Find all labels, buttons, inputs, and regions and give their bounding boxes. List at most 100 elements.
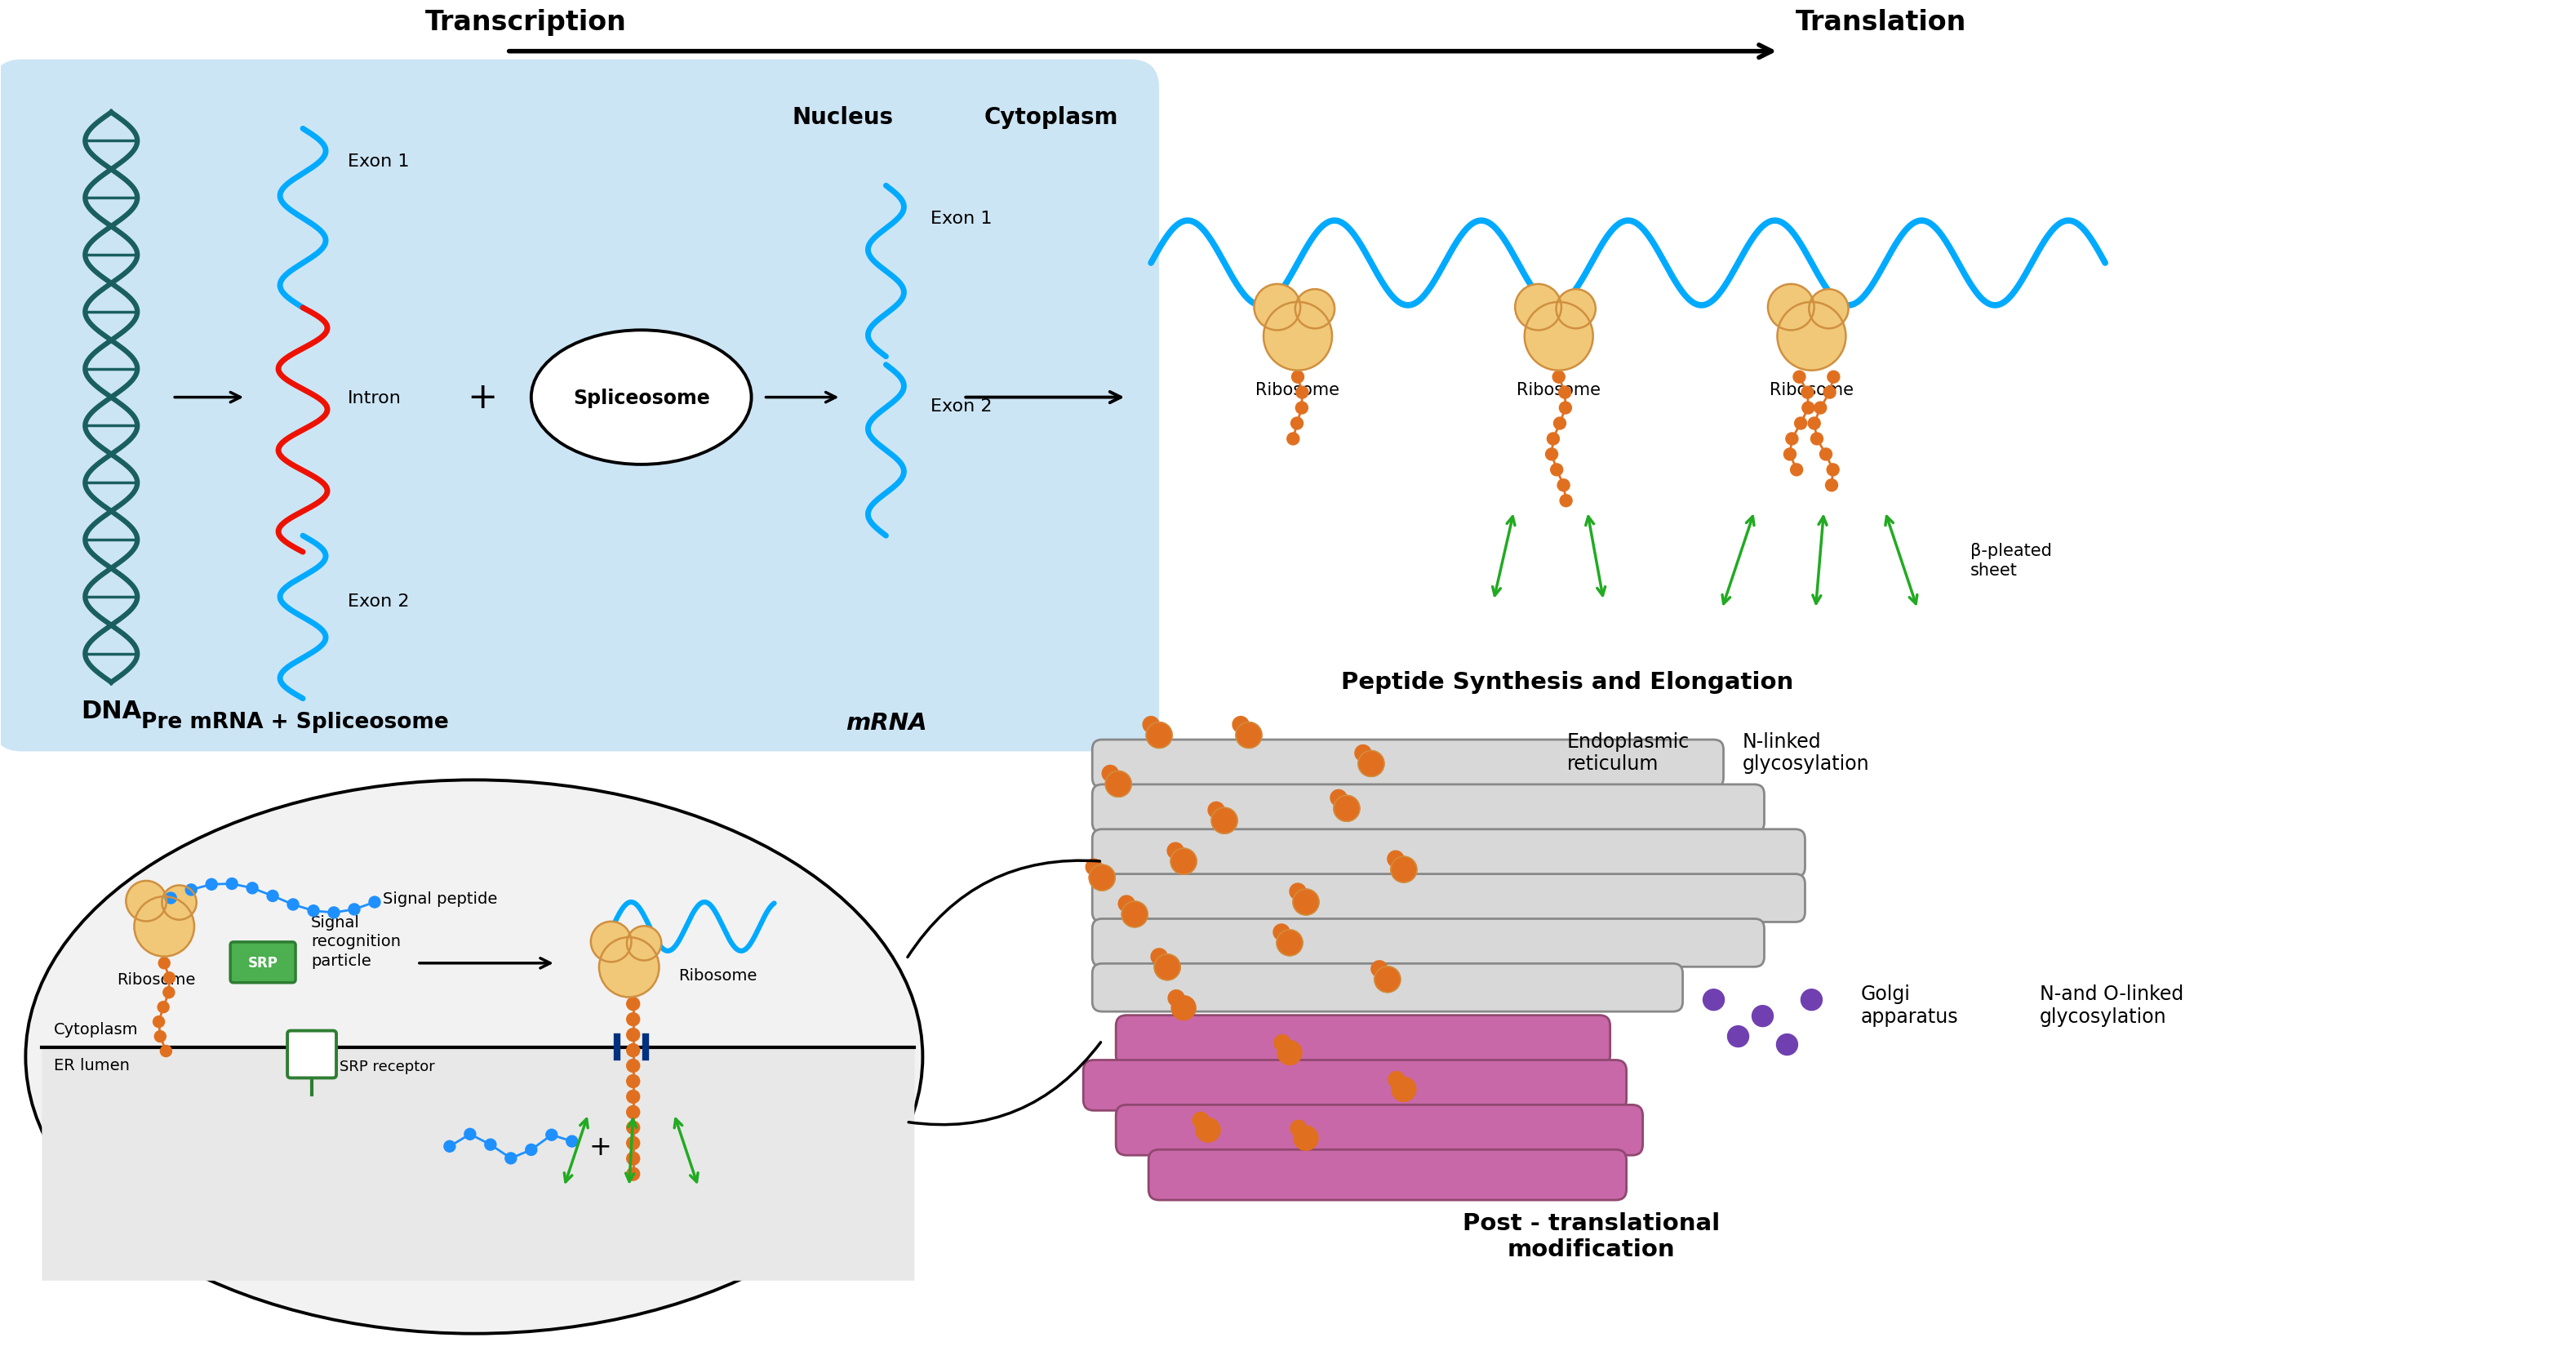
Circle shape xyxy=(1291,417,1303,430)
Circle shape xyxy=(152,1016,165,1028)
Circle shape xyxy=(1826,465,1839,477)
Circle shape xyxy=(1558,386,1571,399)
Text: SRP receptor: SRP receptor xyxy=(340,1059,435,1074)
Text: SRP: SRP xyxy=(247,955,278,970)
Circle shape xyxy=(1273,924,1291,940)
Circle shape xyxy=(1808,289,1850,330)
Circle shape xyxy=(1808,417,1821,430)
Text: Exon 1: Exon 1 xyxy=(348,154,410,170)
Circle shape xyxy=(1090,865,1115,890)
Circle shape xyxy=(1296,403,1309,415)
Circle shape xyxy=(1154,954,1180,981)
Circle shape xyxy=(1334,796,1360,821)
FancyBboxPatch shape xyxy=(1092,963,1682,1012)
Circle shape xyxy=(1265,303,1332,372)
Circle shape xyxy=(600,938,659,997)
Circle shape xyxy=(567,1136,577,1147)
Text: Ribosome: Ribosome xyxy=(1255,381,1340,397)
Circle shape xyxy=(626,997,639,1011)
Circle shape xyxy=(1785,434,1798,446)
Circle shape xyxy=(1525,303,1592,372)
Text: N-and O-linked
glycosylation: N-and O-linked glycosylation xyxy=(2040,984,2184,1025)
Circle shape xyxy=(1288,434,1298,446)
Circle shape xyxy=(590,921,631,962)
Circle shape xyxy=(1819,449,1832,461)
Circle shape xyxy=(162,988,175,998)
Circle shape xyxy=(247,882,258,894)
Ellipse shape xyxy=(531,331,752,465)
Circle shape xyxy=(165,973,175,984)
Circle shape xyxy=(160,1046,173,1056)
Text: Pre mRNA + Spliceosome: Pre mRNA + Spliceosome xyxy=(142,711,448,732)
Text: Cytoplasm: Cytoplasm xyxy=(54,1021,139,1036)
Circle shape xyxy=(1195,1117,1221,1143)
Circle shape xyxy=(1388,1071,1404,1088)
Circle shape xyxy=(1561,494,1571,507)
Circle shape xyxy=(546,1129,556,1140)
Circle shape xyxy=(1783,449,1795,461)
FancyBboxPatch shape xyxy=(41,1047,914,1281)
Circle shape xyxy=(626,1044,639,1056)
Circle shape xyxy=(1376,966,1401,993)
Text: Exon 2: Exon 2 xyxy=(348,593,410,609)
Text: Endoplasmic
reticulum: Endoplasmic reticulum xyxy=(1566,731,1690,774)
Circle shape xyxy=(1388,851,1404,867)
Circle shape xyxy=(1811,434,1824,446)
Circle shape xyxy=(185,885,196,896)
Circle shape xyxy=(1296,289,1334,330)
Circle shape xyxy=(1291,1120,1306,1136)
Text: Translation: Translation xyxy=(1795,8,1965,35)
Circle shape xyxy=(1151,948,1167,965)
Circle shape xyxy=(626,1152,639,1165)
Circle shape xyxy=(1391,857,1417,882)
Circle shape xyxy=(1358,751,1383,777)
Circle shape xyxy=(1515,285,1561,331)
Circle shape xyxy=(1790,465,1803,477)
Circle shape xyxy=(1084,859,1103,875)
Circle shape xyxy=(626,927,662,961)
Circle shape xyxy=(160,958,170,969)
Circle shape xyxy=(626,1105,639,1119)
Circle shape xyxy=(157,1001,170,1013)
Circle shape xyxy=(484,1139,497,1151)
Text: Ribosome: Ribosome xyxy=(1517,381,1600,397)
Circle shape xyxy=(1193,1112,1208,1128)
Circle shape xyxy=(1278,1040,1301,1065)
Circle shape xyxy=(1146,723,1172,748)
Circle shape xyxy=(626,1167,639,1181)
Circle shape xyxy=(1255,285,1301,331)
Circle shape xyxy=(1795,417,1806,430)
Circle shape xyxy=(1293,889,1319,916)
Circle shape xyxy=(1777,1034,1798,1055)
Text: ER lumen: ER lumen xyxy=(54,1056,129,1073)
Circle shape xyxy=(165,893,178,904)
Circle shape xyxy=(1167,990,1185,1006)
Text: Ribosome: Ribosome xyxy=(677,967,757,984)
Circle shape xyxy=(1777,303,1847,372)
Circle shape xyxy=(626,1059,639,1073)
FancyBboxPatch shape xyxy=(1115,1105,1643,1155)
Circle shape xyxy=(1208,802,1224,819)
Circle shape xyxy=(1278,929,1303,957)
FancyBboxPatch shape xyxy=(1149,1150,1625,1200)
Circle shape xyxy=(327,907,340,919)
Circle shape xyxy=(1231,717,1249,734)
Circle shape xyxy=(1391,1077,1417,1101)
Circle shape xyxy=(1329,790,1347,807)
Circle shape xyxy=(526,1144,536,1155)
Circle shape xyxy=(1211,808,1236,834)
Circle shape xyxy=(1546,449,1558,461)
Circle shape xyxy=(1801,386,1814,399)
Circle shape xyxy=(1558,403,1571,415)
FancyBboxPatch shape xyxy=(1092,919,1765,967)
Text: DNA: DNA xyxy=(80,698,142,723)
Text: +: + xyxy=(590,1133,613,1161)
Circle shape xyxy=(626,1121,639,1135)
Circle shape xyxy=(155,1031,165,1042)
Circle shape xyxy=(1551,465,1564,477)
FancyBboxPatch shape xyxy=(229,942,296,984)
Circle shape xyxy=(126,881,167,921)
Text: Intron: Intron xyxy=(348,389,402,405)
Circle shape xyxy=(505,1152,518,1165)
Circle shape xyxy=(626,1075,639,1088)
